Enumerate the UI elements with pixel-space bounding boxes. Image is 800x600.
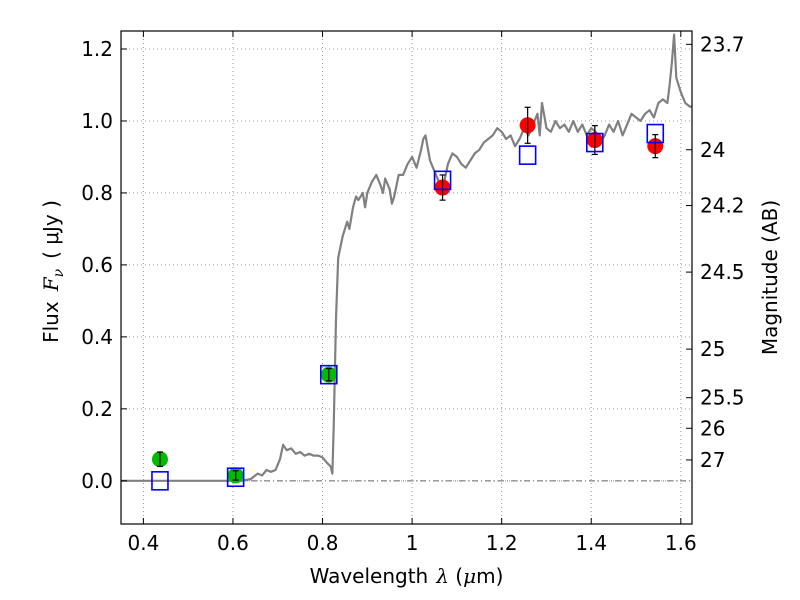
model-photometry-square <box>319 364 338 385</box>
plot-area <box>121 31 692 524</box>
y-axis-unit: ( μJy ) <box>39 200 63 259</box>
y2-tick-label: 25 <box>700 337 725 361</box>
x-axis-unit-mu: μ <box>463 564 476 588</box>
spectrum-line <box>121 33 692 482</box>
y-axis-label-text: Flux <box>39 301 63 343</box>
y2-tick-label: 23.7 <box>700 32 745 56</box>
x-tick-label: 1.6 <box>665 531 697 555</box>
x-tick-label: 0.8 <box>307 531 339 555</box>
y2-tick-label: 24.5 <box>700 260 745 284</box>
y-axis-flux-symbol: F <box>39 276 63 292</box>
y2-tick-label: 27 <box>700 448 725 472</box>
x-tick-label: 1.4 <box>575 531 607 555</box>
y-axis-label: Flux Fν ( μJy ) <box>39 200 67 343</box>
x-axis-unit-open: ( <box>449 564 463 588</box>
y-axis-flux-sub: ν <box>51 268 67 277</box>
data-layer <box>121 33 692 491</box>
y2-tick-label: 24 <box>700 138 725 162</box>
y-tick-label: 0.2 <box>81 397 113 421</box>
x-tick-label: 0.6 <box>217 531 249 555</box>
plot-frame <box>120 30 693 525</box>
x-axis-label: Wavelength λ (μm) <box>310 564 504 588</box>
y-tick-label: 0.6 <box>81 253 113 277</box>
y-tick-label: 0.8 <box>81 181 113 205</box>
model-photometry-square <box>226 467 245 488</box>
x-axis-unit-rest: m) <box>476 564 503 588</box>
model-photometry-square <box>433 170 452 191</box>
x-tick-label: 1 <box>406 531 419 555</box>
model-photometry-square <box>646 123 665 144</box>
x-tick-label: 0.4 <box>127 531 159 555</box>
y2-tick-label: 26 <box>700 416 725 440</box>
x-tick-label: 1.2 <box>486 531 518 555</box>
model-photometry-square <box>586 132 604 153</box>
tick-layer: 0.4 0.6 0.8 1 1.2 1.4 1.6 0.0 0.2 0.4 0.6 0.8 1.0 1.2… <box>81 31 745 555</box>
x-axis-label-text: Wavelength <box>310 564 429 588</box>
y-tick-label: 0.4 <box>81 325 113 349</box>
y2-tick-label: 24.2 <box>700 194 745 218</box>
y-tick-label: 0.0 <box>81 469 113 493</box>
model-photometry-square <box>151 471 169 491</box>
y-tick-label: 1.0 <box>81 109 113 133</box>
model-photometry-square <box>518 145 537 165</box>
x-axis-lambda: λ <box>435 564 449 588</box>
y2-axis-label: Magnitude (AB) <box>758 200 782 355</box>
y-tick-label: 1.2 <box>81 37 113 61</box>
y2-tick-label: 25.5 <box>700 386 745 410</box>
